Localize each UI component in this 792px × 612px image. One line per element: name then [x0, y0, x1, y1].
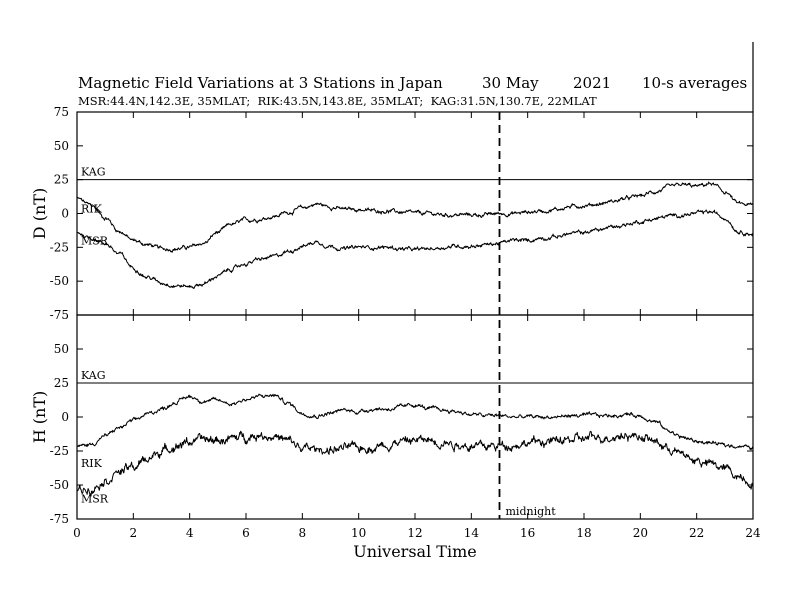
x-axis: 0 2 4 6 8 10 12 14 16 18 20 22 24 [73, 526, 761, 540]
x-tick-label: 12 [407, 526, 422, 540]
series-line-msr [76, 430, 754, 497]
chart-title-year: 2021 [573, 74, 611, 92]
panel-d: 75 50 25 0 -25 -50 -75 D (nT) KAG RIK MSR [30, 105, 754, 322]
x-tick-label: 0 [73, 526, 81, 540]
y-tick-label: -25 [50, 444, 69, 458]
midnight-marker-label: midnight [506, 505, 557, 518]
panel-frame [76, 314, 754, 520]
x-tick-label: 6 [242, 526, 250, 540]
y-tick-label: 50 [54, 342, 69, 356]
x-tick-label: 18 [576, 526, 591, 540]
x-tick-label: 16 [520, 526, 535, 540]
y-tick-label: -75 [50, 308, 69, 322]
chart-title-averaging: 10-s averages [642, 74, 747, 92]
series-label-msr: MSR [81, 234, 109, 247]
y-tick-label: 25 [54, 173, 69, 187]
series-label-rik: RIK [81, 203, 103, 216]
y-tick-label: -75 [50, 512, 69, 526]
y-tick-label: 0 [61, 410, 69, 424]
series-label-kag: KAG [81, 166, 106, 179]
y-tick-label: 75 [54, 105, 69, 119]
series-line-rik [76, 181, 754, 253]
x-tick-label: 4 [186, 526, 194, 540]
y-tick-label: -25 [50, 240, 69, 254]
y-axis-title: D (nT) [30, 188, 49, 239]
panels: 75 50 25 0 -25 -50 -75 D (nT) KAG RIK MSR 50 25 0 -25 -… [30, 105, 754, 526]
y-tick-label: 50 [54, 139, 69, 153]
chart-title: Magnetic Field Variations at 3 Stations … [78, 74, 747, 108]
x-tick-label: 22 [689, 526, 704, 540]
series-label-msr: MSR [81, 492, 109, 505]
x-tick-label: 10 [351, 526, 366, 540]
x-tick-label: 24 [745, 526, 761, 540]
chart-title-date: 30 May [482, 74, 539, 92]
x-axis-title: Universal Time [353, 542, 476, 561]
x-tick-label: 14 [464, 526, 480, 540]
chart-title-main: Magnetic Field Variations at 3 Stations … [78, 74, 443, 92]
series-line-rik [76, 393, 754, 451]
x-tick-label: 8 [299, 526, 307, 540]
x-tick-label: 20 [633, 526, 648, 540]
series-label-rik: RIK [81, 457, 103, 470]
series-line-msr [76, 209, 754, 289]
y-tick-label: 0 [61, 207, 69, 221]
y-axis-title: H (nT) [30, 391, 49, 444]
chart-subtitle: MSR:44.4N,142.3E, 35MLAT; RIK:43.5N,143.… [78, 94, 597, 108]
y-tick-label: -50 [50, 274, 69, 288]
series-label-kag: KAG [81, 369, 106, 382]
x-tick-label: 2 [130, 526, 138, 540]
y-tick-label: -50 [50, 478, 69, 492]
y-tick-label: 25 [54, 376, 69, 390]
panel-h: 50 25 0 -25 -50 -75 H (nT) KAG RIK MSR [30, 314, 754, 526]
